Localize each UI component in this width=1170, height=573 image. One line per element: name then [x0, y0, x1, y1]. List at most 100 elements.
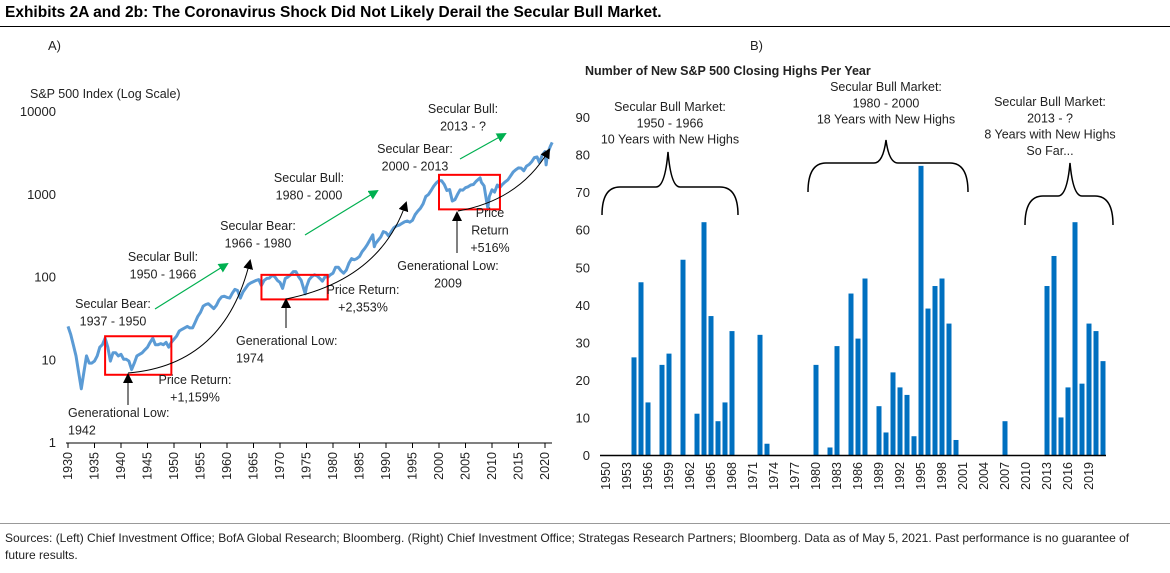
bar-1955 [638, 282, 644, 455]
secular-bear-box [438, 173, 501, 211]
x-tick-label: 2015 [512, 452, 526, 480]
annotation-a: Price Return: +2,353% [327, 283, 400, 315]
x-tick-label: 1965 [247, 452, 261, 480]
annotation-line: Generational Low: [397, 259, 498, 273]
x-tick-label: 2005 [459, 452, 473, 480]
bar-1958 [659, 364, 665, 455]
y-tick-label: 70 [576, 185, 590, 200]
bar-1972 [757, 334, 763, 455]
annotation-line: Secular Bull Market: [994, 95, 1106, 109]
bar-1966 [715, 421, 721, 455]
annotation-line: Secular Bull: [128, 250, 198, 264]
bull-arrow [459, 133, 507, 160]
annotation-line: 1974 [236, 352, 264, 366]
bar-1992 [897, 387, 903, 455]
x-tick-label: 1950 [167, 452, 181, 480]
annotation-line: Return [471, 224, 509, 238]
annotation-line: Price Return: [159, 373, 232, 387]
annotation-line: 2000 - 2013 [382, 160, 449, 174]
x-tick-label: 1970 [273, 452, 287, 480]
bar-2013 [1044, 286, 1050, 455]
x-tick-label: 1975 [300, 452, 314, 480]
annotation-line: 18 Years with New Highs [817, 113, 955, 127]
annotation-line: 10 Years with New Highs [601, 133, 739, 147]
annotation-a: Secular Bear: 1966 - 1980 [220, 219, 296, 251]
bull-arrow [304, 189, 379, 236]
y-tick-label: 0 [583, 448, 590, 463]
x-tick-label: 1950 [599, 462, 613, 490]
bar-2007 [1002, 421, 1008, 455]
annotation-a: Generational Low: 1942 [68, 406, 169, 438]
annotation-b: Secular Bull Market: 1980 - 2000 18 Years … [817, 80, 955, 127]
bar-1993 [904, 394, 910, 455]
annotation-line: Price [476, 206, 505, 220]
annotation-line: 1980 - 2000 [853, 96, 920, 110]
x-tick-label: 2016 [1061, 462, 1075, 490]
price-return-arrow [285, 201, 409, 300]
x-tick-label: 1990 [379, 452, 393, 480]
y-tick-label: 40 [576, 298, 590, 313]
bar-1982 [827, 447, 833, 455]
bar-1980 [813, 364, 819, 455]
annotation-line: Generational Low: [236, 334, 337, 348]
bar-2017 [1072, 222, 1078, 455]
bar-1965 [708, 316, 714, 455]
annotation-b: Secular Bull Market: 2013 - ? 8 Years with… [984, 95, 1115, 158]
divider [0, 523, 1170, 524]
chart-b-title: Number of New S&P 500 Closing Highs Per … [585, 64, 871, 78]
annotation-line: +516% [470, 241, 509, 255]
y-tick-label: 10 [576, 410, 590, 425]
annotation-a: Secular Bull: 1980 - 2000 [274, 171, 344, 203]
x-tick-label: 1955 [194, 452, 208, 480]
bar-1967 [722, 402, 728, 455]
x-tick-label: 1956 [641, 462, 655, 490]
x-tick-label: 2013 [1040, 462, 1054, 490]
y-tick-label: 30 [576, 335, 590, 350]
x-tick-label: 2000 [432, 452, 446, 480]
bracket [807, 139, 969, 193]
bar-2015 [1058, 417, 1064, 455]
x-tick-label: 1965 [704, 462, 718, 490]
annotation-line: 1937 - 1950 [80, 315, 147, 329]
bar-1997 [932, 286, 938, 455]
bracket [601, 151, 739, 216]
annotation-line: Generational Low: [68, 406, 169, 420]
bar-1961 [680, 259, 686, 455]
bracket [1024, 162, 1114, 226]
x-tick-label: 2001 [956, 462, 970, 490]
x-tick-label: 1980 [326, 452, 340, 480]
x-tick-label: 1977 [788, 462, 802, 490]
y-tick-label: 90 [576, 110, 590, 125]
annotation-line: 1950 - 1966 [637, 116, 704, 130]
x-tick-label: 2019 [1082, 462, 1096, 490]
annotation-line: 2013 - ? [1027, 111, 1073, 125]
y-axis-title: S&P 500 Index (Log Scale) [30, 87, 181, 101]
bar-1989 [876, 406, 882, 455]
annotation-a: Secular Bull: 1950 - 1966 [128, 250, 198, 282]
y-tick-label: 100 [34, 270, 56, 285]
x-tick-label: 1989 [872, 462, 886, 490]
bar-2018 [1079, 383, 1085, 455]
y-tick-label: 1000 [27, 187, 56, 202]
annotation-line: 2009 [434, 277, 462, 291]
x-tick-label: 1986 [851, 462, 865, 490]
bar-1995 [918, 165, 924, 456]
annotation-a: Price Return: +1,159% [159, 373, 232, 405]
annotation-line: Secular Bear: [75, 297, 151, 311]
bar-1964 [701, 222, 707, 455]
annotation-line: Secular Bear: [377, 142, 453, 156]
annotation-line: 8 Years with New Highs [984, 128, 1115, 142]
annotation-line: Secular Bull: [428, 102, 498, 116]
y-tick-label: 1 [49, 435, 56, 450]
bar-1991 [890, 372, 896, 455]
x-tick-label: 1940 [114, 452, 128, 480]
annotation-line: Price Return: [327, 283, 400, 297]
bar-2020 [1093, 331, 1099, 455]
x-tick-label: 2004 [977, 462, 991, 490]
y-tick-label: 60 [576, 223, 590, 238]
x-tick-label: 1998 [935, 462, 949, 490]
bar-2014 [1051, 255, 1057, 455]
bar-1985 [848, 293, 854, 455]
x-tick-label: 1985 [353, 452, 367, 480]
